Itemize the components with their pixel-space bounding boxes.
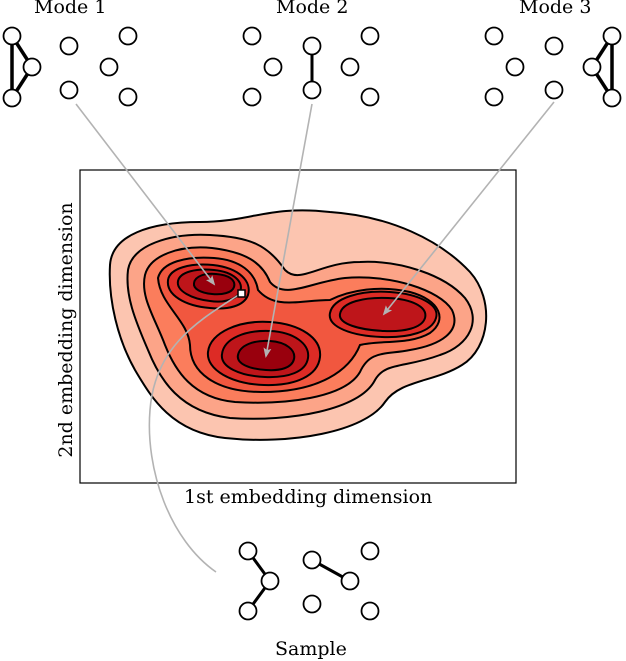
mode1-node bbox=[2, 26, 22, 46]
mode1-node bbox=[59, 36, 79, 56]
x-axis-label: 1st embedding dimension bbox=[184, 486, 433, 508]
mode2-node bbox=[242, 87, 262, 107]
sample-node bbox=[302, 594, 322, 614]
sample-label: Sample bbox=[275, 638, 347, 660]
sample-graph bbox=[238, 541, 380, 621]
mode2-node bbox=[360, 26, 380, 46]
mode3-node bbox=[484, 87, 504, 107]
sample-point-marker bbox=[237, 289, 246, 298]
arrow-mode3 bbox=[382, 101, 555, 316]
y-axis-label: 2nd embedding dimension bbox=[55, 202, 77, 458]
sample-node bbox=[302, 550, 322, 570]
contour-level-6-right bbox=[338, 296, 427, 333]
mode-arrows bbox=[75, 101, 555, 573]
arrow-mode2 bbox=[263, 103, 313, 358]
mode2-node bbox=[340, 57, 360, 77]
mode2-node bbox=[263, 57, 283, 77]
mode1-node bbox=[2, 88, 22, 108]
mode2-label: Mode 2 bbox=[276, 0, 349, 18]
arrow-mode1 bbox=[75, 103, 216, 286]
mode1-node bbox=[59, 80, 79, 100]
mode3-node bbox=[505, 57, 525, 77]
sample-node bbox=[360, 601, 380, 621]
sample-node bbox=[360, 541, 380, 561]
sample-node bbox=[260, 571, 280, 591]
mode1-node bbox=[99, 57, 119, 77]
mode2-node bbox=[302, 80, 322, 100]
mode1-graph bbox=[2, 26, 138, 108]
mode2-node bbox=[302, 36, 322, 56]
mode3-label: Mode 3 bbox=[519, 0, 592, 18]
sample-node bbox=[238, 541, 258, 561]
mode2-node bbox=[360, 87, 380, 107]
mode2-graph bbox=[242, 26, 380, 107]
density-contours bbox=[108, 209, 488, 441]
contour-level-7-left bbox=[192, 272, 236, 296]
mode3-graph bbox=[484, 26, 622, 108]
mode3-node bbox=[602, 88, 622, 108]
mode3-node bbox=[484, 26, 504, 46]
mode3-node bbox=[544, 36, 564, 56]
mode2-node bbox=[242, 26, 262, 46]
mode1-node bbox=[118, 26, 138, 46]
mode3-node bbox=[544, 80, 564, 100]
mode3-node bbox=[602, 26, 622, 46]
mode1-node bbox=[118, 87, 138, 107]
sample-curve bbox=[148, 293, 241, 573]
sample-node bbox=[340, 571, 360, 591]
sample-node bbox=[238, 601, 258, 621]
mode3-node bbox=[582, 57, 602, 77]
plot-frame bbox=[79, 169, 517, 484]
mode1-label: Mode 1 bbox=[34, 0, 107, 18]
mode1-node bbox=[22, 57, 42, 77]
